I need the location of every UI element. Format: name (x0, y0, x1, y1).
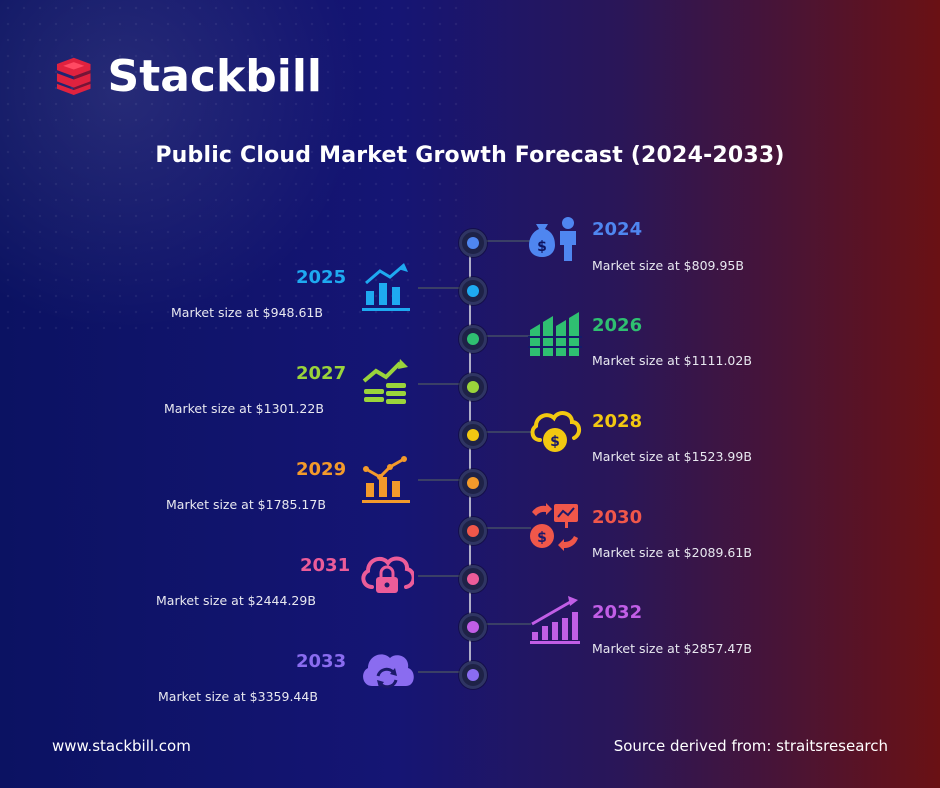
year-2025: 2025 (296, 267, 347, 288)
timeline-connector (481, 240, 531, 242)
timeline-node-2033 (459, 661, 487, 689)
timeline-connector (481, 335, 531, 337)
year-2031: 2031 (300, 555, 351, 576)
timeline-connector (481, 623, 531, 625)
year-2030: 2030 (592, 507, 643, 528)
dot-pattern (0, 0, 470, 340)
page-title: Public Cloud Market Growth Forecast (202… (155, 143, 785, 168)
timeline-node-2024 (459, 229, 487, 257)
year-2024: 2024 (592, 219, 643, 240)
market-size-2030: Market size at $2089.61B (592, 545, 752, 560)
growth-bar-chart-icon (362, 263, 410, 311)
cloud-dollar-icon: $ (530, 411, 581, 452)
year-2032: 2032 (592, 602, 643, 623)
timeline-node-2027 (459, 373, 487, 401)
timeline-connector (418, 287, 460, 289)
growth-coins-icon (362, 359, 408, 404)
website-link[interactable]: www.stackbill.com (52, 737, 191, 755)
timeline-line (469, 232, 471, 674)
timeline-node-2030 (459, 517, 487, 545)
timeline-node-2025 (459, 277, 487, 305)
trend-bar-chart-icon (362, 456, 410, 503)
timeline-connector (418, 671, 460, 673)
year-2033: 2033 (296, 651, 347, 672)
cloud-sync-icon (363, 654, 414, 689)
market-size-2029: Market size at $1785.17B (166, 497, 326, 512)
year-2028: 2028 (592, 411, 643, 432)
timeline-connector (481, 527, 531, 529)
year-2029: 2029 (296, 459, 347, 480)
market-size-2033: Market size at $3359.44B (158, 689, 318, 704)
market-size-2032: Market size at $2857.47B (592, 641, 752, 656)
svg-text:$: $ (550, 434, 560, 450)
timeline-node-2028 (459, 421, 487, 449)
svg-text:$: $ (537, 239, 547, 255)
market-size-2026: Market size at $1111.02B (592, 353, 752, 368)
svg-text:$: $ (537, 530, 547, 546)
rising-bar-chart-icon (530, 596, 580, 644)
year-2027: 2027 (296, 363, 347, 384)
stackbill-logo-icon (56, 57, 91, 96)
money-bag-person-icon: $ (529, 217, 576, 261)
brand-logo: Stackbill (52, 44, 322, 110)
market-size-2028: Market size at $1523.99B (592, 449, 752, 464)
timeline-connector (418, 383, 460, 385)
timeline-node-2029 (459, 469, 487, 497)
timeline-node-2031 (459, 565, 487, 593)
market-size-2027: Market size at $1301.22B (164, 401, 324, 416)
brand-name: Stackbill (107, 51, 323, 102)
timeline-connector (418, 575, 460, 577)
timeline-node-2026 (459, 325, 487, 353)
timeline-connector (418, 479, 460, 481)
timeline-connector (481, 431, 531, 433)
bar-chart-icon (528, 312, 582, 356)
cloud-lock-icon (361, 556, 414, 593)
dollar-exchange-icon: $ (530, 503, 578, 551)
market-size-2024: Market size at $809.95B (592, 258, 744, 273)
market-size-2031: Market size at $2444.29B (156, 593, 316, 608)
year-2026: 2026 (592, 315, 643, 336)
source-credit: Source derived from: straitsresearch (613, 737, 888, 755)
timeline-node-2032 (459, 613, 487, 641)
market-size-2025: Market size at $948.61B (171, 305, 323, 320)
